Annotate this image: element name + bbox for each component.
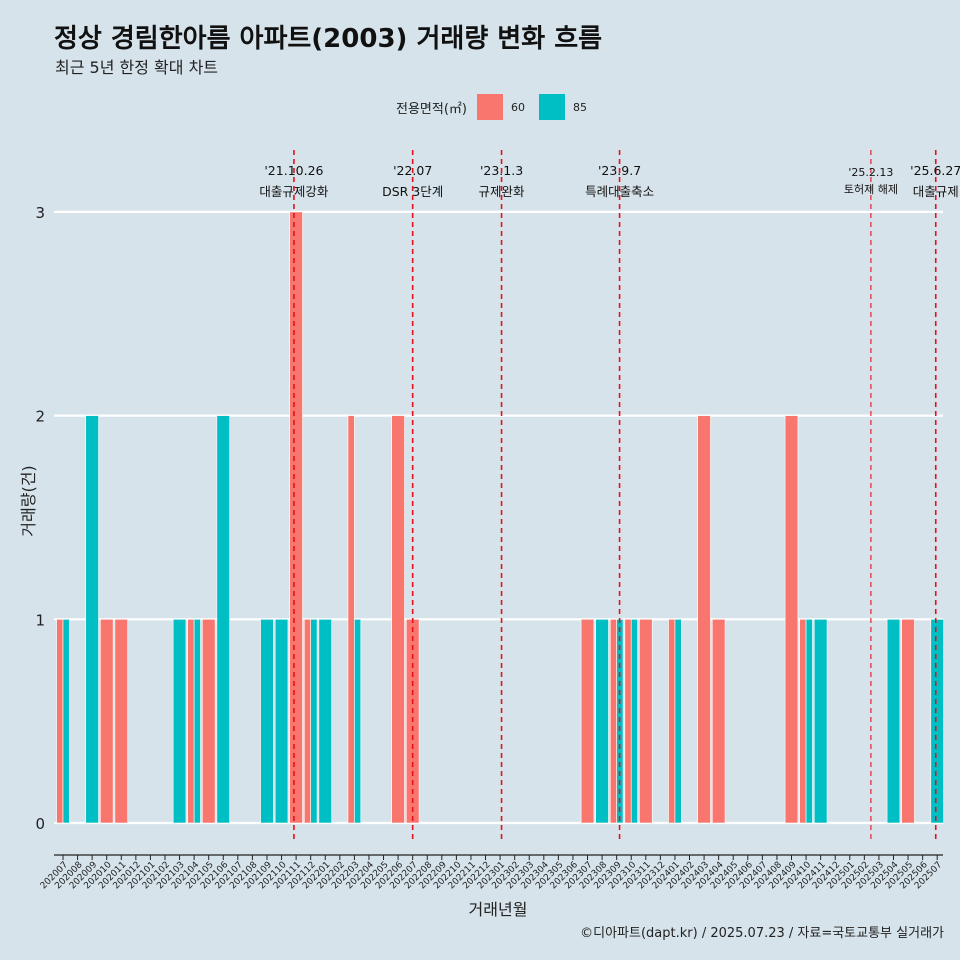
bar-85 <box>318 618 332 824</box>
bar-85 <box>674 618 682 824</box>
bar-85 <box>216 415 230 824</box>
y-tick-label: 0 <box>35 815 45 833</box>
event-date-label: '25.6.27 <box>910 163 960 178</box>
bar-60 <box>624 618 632 824</box>
bar-85 <box>886 618 901 824</box>
bar-60 <box>303 618 311 824</box>
bar-85 <box>172 618 187 824</box>
bar-85 <box>62 618 70 824</box>
y-axis-title: 거래량(건) <box>19 465 38 536</box>
bar-85 <box>595 618 609 824</box>
bar-85 <box>930 618 944 824</box>
bar-85 <box>193 618 201 824</box>
bar-85 <box>310 618 318 824</box>
bar-85 <box>805 618 813 824</box>
bar-85 <box>354 618 362 824</box>
bar-85 <box>630 618 638 824</box>
source-caption: ©디아파트(dapt.kr) / 2025.07.23 / 자료=국토교통부 실… <box>580 926 944 941</box>
bar-60 <box>711 618 726 824</box>
event-name-label: 대출규제강화 <box>259 184 329 199</box>
chart-title: 정상 경림한아름 아파트(2003) 거래량 변화 흐름 <box>54 24 603 54</box>
bar-60 <box>668 618 676 824</box>
event-date-label: '25.2.13 <box>848 166 893 179</box>
event-date-label: '23.9.7 <box>598 163 641 178</box>
chart-subtitle: 최근 5년 한정 확대 차트 <box>55 58 219 77</box>
bar-60 <box>784 415 799 824</box>
y-tick-label: 1 <box>35 611 45 629</box>
bar-60 <box>202 618 216 824</box>
event-name-label: 대출규제 <box>913 184 959 199</box>
event-name-label: 특례대출축소 <box>585 184 654 199</box>
bar-85 <box>85 415 99 824</box>
legend-label-60: 60 <box>510 100 525 114</box>
legend-label-85: 85 <box>572 100 587 114</box>
bar-60 <box>347 415 355 824</box>
legend-title: 전용면적(㎡) <box>396 101 467 117</box>
bar-60 <box>114 618 128 824</box>
y-tick-label: 2 <box>35 408 45 426</box>
event-name-label: 토허제 해제 <box>844 182 898 196</box>
bar-60 <box>609 618 617 824</box>
event-date-label: '21.10.26 <box>264 163 323 178</box>
bar-60 <box>799 618 807 824</box>
event-name-label: DSR 3단계 <box>382 184 443 199</box>
x-axis-title: 거래년월 <box>469 900 528 919</box>
bar-60 <box>580 618 595 824</box>
bar-85 <box>260 618 274 824</box>
event-date-label: '22.07 <box>393 163 432 178</box>
bar-60 <box>187 618 195 824</box>
bar-60 <box>289 211 303 824</box>
y-tick-label: 3 <box>35 204 45 222</box>
bar-60 <box>100 618 114 824</box>
event-date-label: '23.1.3 <box>480 163 523 178</box>
bar-60 <box>901 618 915 824</box>
bar-60 <box>639 618 653 824</box>
bar-60 <box>697 415 711 824</box>
bar-60 <box>56 618 64 824</box>
event-name-label: 규제완화 <box>479 184 526 199</box>
bar-85 <box>274 618 289 824</box>
bar-85 <box>813 618 828 824</box>
legend: 전용면적(㎡) 60 85 <box>396 94 601 120</box>
legend-swatch-60 <box>476 94 503 120</box>
bar-60 <box>391 415 405 824</box>
legend-swatch-85 <box>538 94 565 120</box>
